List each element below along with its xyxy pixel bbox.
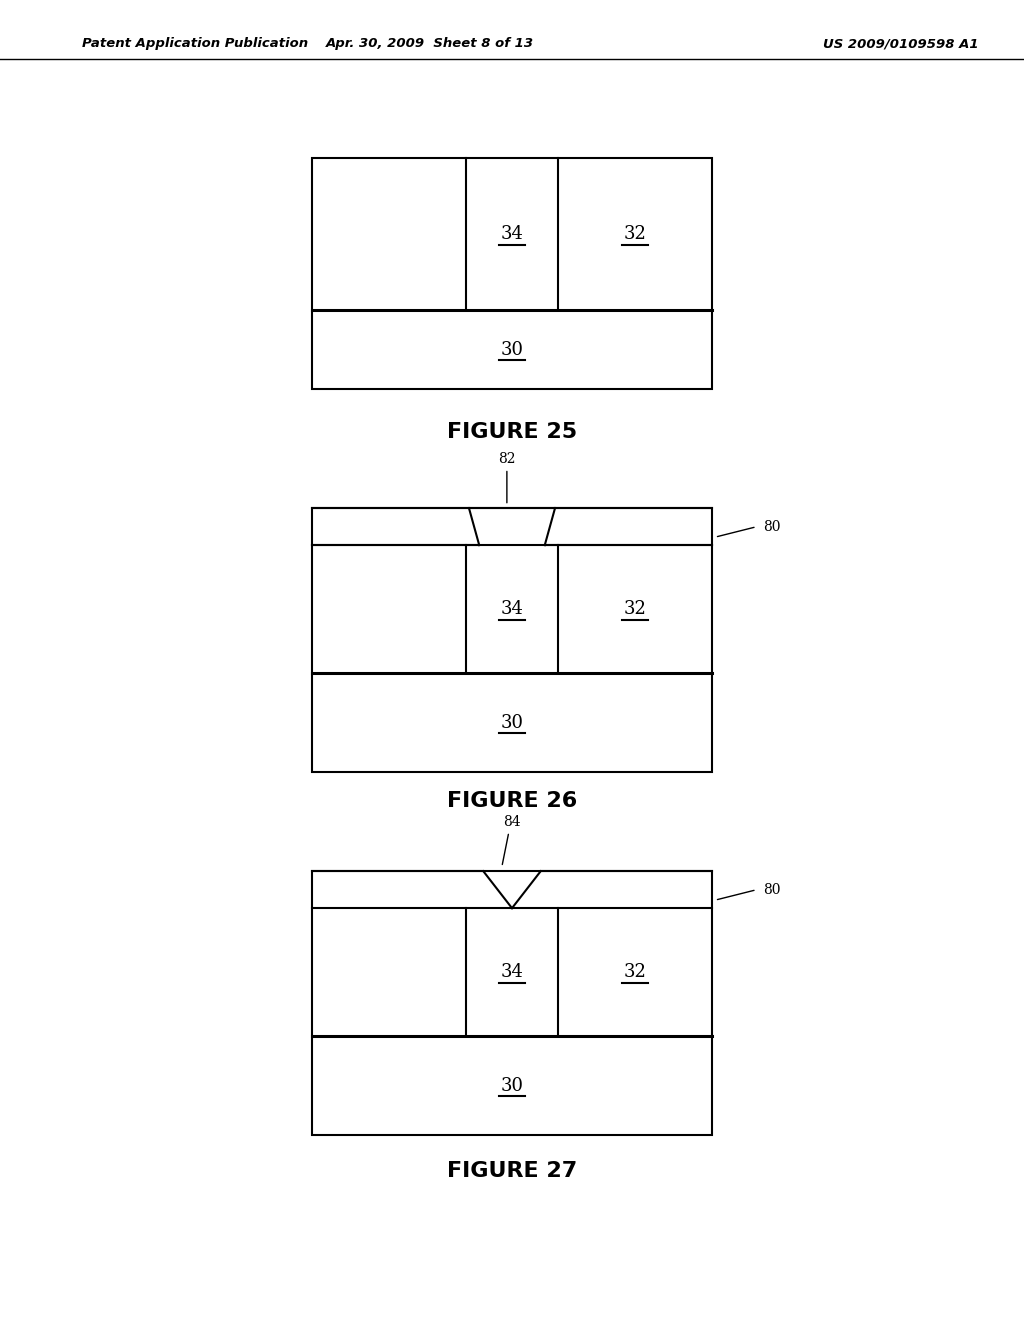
Text: 84: 84 — [503, 814, 521, 829]
Text: 30: 30 — [501, 1077, 523, 1094]
Text: 80: 80 — [763, 883, 780, 896]
Text: 82: 82 — [498, 451, 516, 466]
Text: 34: 34 — [501, 601, 523, 618]
Text: 34: 34 — [501, 226, 523, 243]
Text: 80: 80 — [763, 520, 780, 533]
Text: 32: 32 — [624, 226, 646, 243]
Bar — [312, 508, 712, 772]
Text: US 2009/0109598 A1: US 2009/0109598 A1 — [823, 37, 979, 50]
Text: 32: 32 — [624, 964, 646, 981]
Text: Apr. 30, 2009  Sheet 8 of 13: Apr. 30, 2009 Sheet 8 of 13 — [326, 37, 535, 50]
Text: FIGURE 27: FIGURE 27 — [446, 1160, 578, 1181]
Text: 34: 34 — [501, 964, 523, 981]
Text: 30: 30 — [501, 341, 523, 359]
Text: FIGURE 25: FIGURE 25 — [446, 421, 578, 442]
Text: 32: 32 — [624, 601, 646, 618]
Text: 30: 30 — [501, 714, 523, 731]
Text: Patent Application Publication: Patent Application Publication — [82, 37, 308, 50]
Bar — [312, 158, 712, 389]
Text: FIGURE 26: FIGURE 26 — [446, 791, 578, 812]
Bar — [312, 871, 712, 1135]
